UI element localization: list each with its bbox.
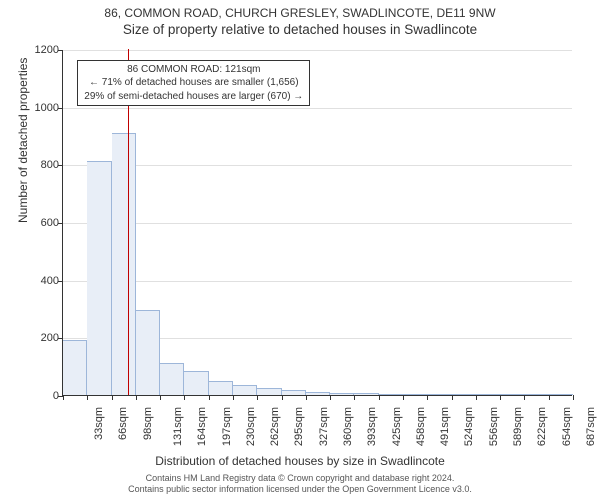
histogram-bar bbox=[257, 388, 281, 395]
histogram-bar bbox=[112, 133, 136, 395]
histogram-bar bbox=[403, 394, 427, 395]
xtick-mark bbox=[257, 395, 258, 400]
xtick-label: 524sqm bbox=[464, 407, 476, 446]
xtick-mark bbox=[573, 395, 574, 400]
ytick-label: 200 bbox=[23, 332, 59, 344]
xtick-label: 230sqm bbox=[245, 407, 257, 446]
histogram-bar bbox=[136, 310, 160, 395]
xtick-mark bbox=[87, 395, 88, 400]
xtick-label: 458sqm bbox=[415, 407, 427, 446]
xtick-label: 66sqm bbox=[117, 407, 129, 440]
xtick-label: 360sqm bbox=[342, 407, 354, 446]
chart-subtitle: Size of property relative to detached ho… bbox=[10, 22, 590, 37]
footer-credits: Contains HM Land Registry data © Crown c… bbox=[0, 473, 600, 496]
xtick-label: 687sqm bbox=[585, 407, 597, 446]
ytick-label: 1200 bbox=[23, 44, 59, 56]
histogram-bar bbox=[524, 394, 548, 395]
xtick-mark bbox=[209, 395, 210, 400]
xtick-label: 556sqm bbox=[488, 407, 500, 446]
xtick-label: 327sqm bbox=[318, 407, 330, 446]
address-title: 86, COMMON ROAD, CHURCH GRESLEY, SWADLIN… bbox=[10, 6, 590, 20]
info-line-1: 86 COMMON ROAD: 121sqm bbox=[84, 63, 303, 77]
ytick-label: 400 bbox=[23, 275, 59, 287]
info-box: 86 COMMON ROAD: 121sqm ← 71% of detached… bbox=[77, 60, 310, 107]
xtick-mark bbox=[379, 395, 380, 400]
xtick-mark bbox=[160, 395, 161, 400]
xtick-label: 197sqm bbox=[221, 407, 233, 446]
histogram-bar bbox=[282, 390, 306, 395]
ytick-label: 800 bbox=[23, 159, 59, 171]
xtick-label: 622sqm bbox=[536, 407, 548, 446]
xtick-label: 654sqm bbox=[561, 407, 573, 446]
histogram-bar bbox=[379, 394, 403, 395]
histogram-bar bbox=[160, 363, 184, 395]
info-line-2: ← 71% of detached houses are smaller (1,… bbox=[84, 76, 303, 90]
xtick-mark bbox=[452, 395, 453, 400]
gridline bbox=[63, 281, 572, 282]
xtick-mark bbox=[282, 395, 283, 400]
xtick-label: 425sqm bbox=[391, 407, 403, 446]
histogram-bar bbox=[209, 381, 233, 395]
xtick-label: 164sqm bbox=[196, 407, 208, 446]
histogram-bar bbox=[63, 340, 87, 395]
histogram-bar bbox=[87, 161, 111, 395]
xtick-label: 131sqm bbox=[172, 407, 184, 446]
xtick-mark bbox=[524, 395, 525, 400]
gridline bbox=[63, 108, 572, 109]
info-line-3: 29% of semi-detached houses are larger (… bbox=[84, 90, 303, 104]
xtick-label: 295sqm bbox=[294, 407, 306, 446]
histogram-bar bbox=[500, 394, 524, 395]
xtick-label: 491sqm bbox=[439, 407, 451, 446]
xtick-label: 98sqm bbox=[142, 407, 154, 440]
ytick-label: 0 bbox=[23, 390, 59, 402]
histogram-bar bbox=[306, 392, 330, 395]
footer-line-2: Contains public sector information licen… bbox=[0, 484, 600, 496]
y-axis-label: Number of detached properties bbox=[16, 58, 30, 223]
histogram-bar bbox=[452, 394, 476, 395]
xtick-mark bbox=[184, 395, 185, 400]
xtick-mark bbox=[112, 395, 113, 400]
xtick-mark bbox=[354, 395, 355, 400]
ytick-label: 1000 bbox=[23, 102, 59, 114]
xtick-mark bbox=[476, 395, 477, 400]
xtick-mark bbox=[500, 395, 501, 400]
footer-line-1: Contains HM Land Registry data © Crown c… bbox=[0, 473, 600, 485]
histogram-bar bbox=[549, 394, 573, 395]
histogram-bar bbox=[233, 385, 257, 395]
histogram-bar bbox=[184, 371, 208, 396]
xtick-mark bbox=[330, 395, 331, 400]
xtick-mark bbox=[403, 395, 404, 400]
histogram-bar bbox=[354, 393, 378, 395]
xtick-label: 589sqm bbox=[512, 407, 524, 446]
xtick-label: 393sqm bbox=[366, 407, 378, 446]
histogram-bar bbox=[330, 393, 354, 395]
chart-area: 02004006008001000120033sqm66sqm98sqm131s… bbox=[62, 50, 572, 396]
xtick-label: 33sqm bbox=[93, 407, 105, 440]
xtick-mark bbox=[63, 395, 64, 400]
gridline bbox=[63, 165, 572, 166]
xtick-mark bbox=[136, 395, 137, 400]
xtick-mark bbox=[427, 395, 428, 400]
xtick-label: 262sqm bbox=[269, 407, 281, 446]
xtick-mark bbox=[233, 395, 234, 400]
x-axis-label: Distribution of detached houses by size … bbox=[0, 454, 600, 468]
xtick-mark bbox=[549, 395, 550, 400]
xtick-mark bbox=[306, 395, 307, 400]
histogram-bar bbox=[476, 394, 500, 395]
gridline bbox=[63, 223, 572, 224]
ytick-label: 600 bbox=[23, 217, 59, 229]
gridline bbox=[63, 50, 572, 51]
histogram-bar bbox=[427, 394, 451, 395]
